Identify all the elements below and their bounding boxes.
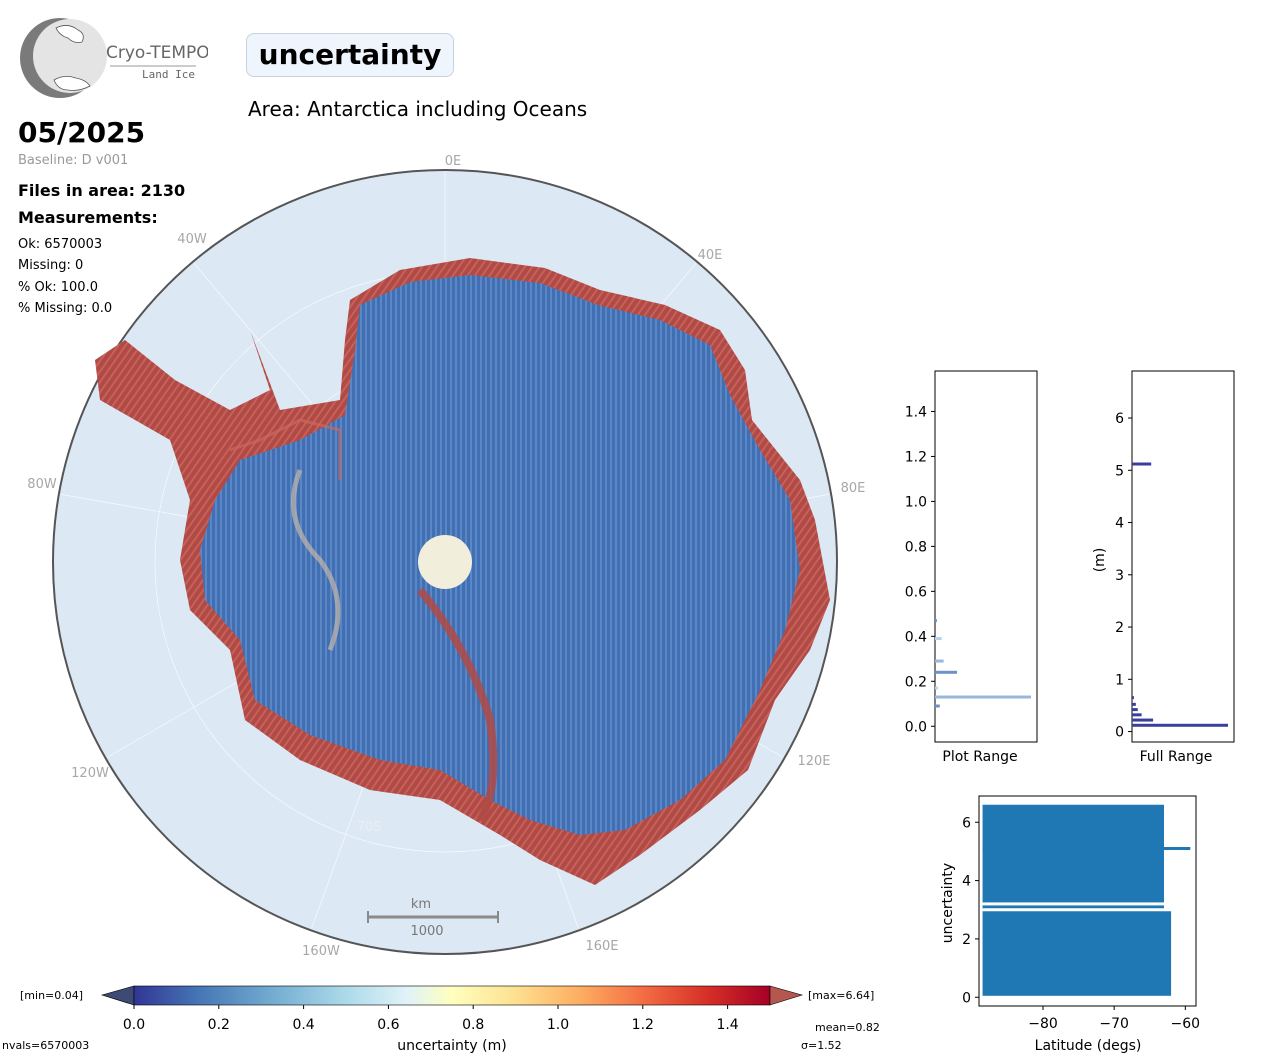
y-tick-label: 5 bbox=[1115, 463, 1124, 479]
colorbar-max: [max=6.64] bbox=[808, 989, 874, 1002]
y-tick-label: 4 bbox=[1115, 516, 1124, 532]
full-range-xlabel: Full Range bbox=[1140, 749, 1213, 765]
area-label: Area: Antarctica including Oceans bbox=[248, 97, 588, 121]
scatter-line bbox=[982, 908, 1175, 912]
colorbar-tick-label: 0.0 bbox=[123, 1017, 145, 1033]
missing-count: Missing: 0 bbox=[18, 258, 84, 273]
y-tick-label: 3 bbox=[1115, 568, 1124, 584]
histogram-bar bbox=[935, 686, 938, 690]
full-range-histogram: 0 1 2 3 4 5 6 Full Range (m) bbox=[1092, 370, 1235, 765]
mean-label: mean=0.82 bbox=[815, 1021, 880, 1034]
colorbar-tick-label: 1.4 bbox=[716, 1017, 738, 1033]
colorbar-tick-label: 1.0 bbox=[547, 1017, 569, 1033]
ice-sheet bbox=[200, 275, 800, 835]
logo-subtitle: Land Ice bbox=[142, 68, 195, 81]
scatter-line bbox=[982, 902, 1175, 906]
colorbar-tick-label: 0.6 bbox=[377, 1017, 399, 1033]
colorbar-tick-label: 0.4 bbox=[292, 1017, 314, 1033]
scatter-point-cloud bbox=[982, 804, 1164, 910]
x-tick-label: −70 bbox=[1099, 1016, 1129, 1032]
y-tick-label: 6 bbox=[962, 815, 971, 831]
y-tick-label: 1.2 bbox=[905, 449, 927, 465]
lon-label: 120W bbox=[71, 766, 109, 781]
histogram-bar bbox=[935, 670, 958, 674]
lon-label: 80W bbox=[27, 477, 57, 492]
colorbar-label: uncertainty (m) bbox=[397, 1038, 506, 1054]
pct-missing: % Missing: 0.0 bbox=[18, 301, 113, 316]
plot-range-xlabel: Plot Range bbox=[942, 749, 1017, 765]
scatter-xlabel: Latitude (degs) bbox=[1035, 1038, 1142, 1054]
histogram-bar bbox=[935, 659, 944, 663]
full-range-ylabel: (m) bbox=[1092, 548, 1108, 573]
y-tick-label: 1.0 bbox=[905, 494, 927, 510]
measurements-heading: Measurements: bbox=[18, 208, 158, 227]
lat-label: 70S bbox=[357, 820, 382, 835]
histogram-bar bbox=[1132, 718, 1154, 722]
scale-bar: km 1000 bbox=[367, 897, 499, 939]
histogram-bar bbox=[935, 619, 937, 623]
colorbar-tick-label: 0.8 bbox=[462, 1017, 484, 1033]
y-tick-label: 4 bbox=[962, 874, 971, 890]
polar-map: 0E 40E 80E 120E 160E 160W 120W 80W 40W 7… bbox=[27, 154, 866, 959]
logo-title: Cryo-TEMPO bbox=[106, 43, 208, 63]
ok-count: Ok: 6570003 bbox=[18, 237, 103, 252]
y-tick-label: 6 bbox=[1115, 411, 1124, 427]
y-tick-label: 2 bbox=[1115, 620, 1124, 636]
x-tick-label: −60 bbox=[1171, 1016, 1201, 1032]
pole-hole bbox=[418, 535, 472, 589]
date-label: 05/2025 bbox=[18, 116, 146, 149]
plot-range-histogram: 0.0 0.2 0.4 0.6 0.8 1.0 1.2 1.4 Plot Range bbox=[905, 370, 1038, 765]
nvals-label: nvals=6570003 bbox=[2, 1039, 89, 1052]
y-tick-label: 0.2 bbox=[905, 674, 927, 690]
histogram-bar bbox=[1132, 723, 1228, 727]
colorbar-tick-label: 1.2 bbox=[632, 1017, 654, 1033]
histogram-bar bbox=[1132, 708, 1138, 712]
scatter-line bbox=[982, 847, 1191, 850]
histogram-bar bbox=[1132, 713, 1142, 717]
scale-value: 1000 bbox=[410, 924, 443, 939]
colorbar-min: [min=0.04] bbox=[20, 989, 83, 1002]
scatter-point-cloud bbox=[982, 909, 1172, 996]
lon-label: 160E bbox=[585, 939, 618, 954]
histogram-bar bbox=[1132, 702, 1136, 706]
y-tick-label: 0.6 bbox=[905, 584, 927, 600]
colorbar: 0.0 0.2 0.4 0.6 0.8 1.0 1.2 1.4 [min=0.04] [max… bbox=[2, 985, 880, 1054]
lon-label: 80E bbox=[841, 481, 866, 496]
histogram-bar bbox=[935, 695, 1031, 699]
y-tick-label: 2 bbox=[962, 932, 971, 948]
histogram-bar bbox=[1132, 462, 1152, 466]
y-tick-label: 0.4 bbox=[905, 629, 927, 645]
baseline-label: Baseline: D v001 bbox=[18, 153, 129, 168]
latitude-scatter: −80 −70 −60 0 2 4 6 Latitude (degs) uncertaint… bbox=[940, 795, 1201, 1054]
y-tick-label: 0 bbox=[1115, 725, 1124, 741]
y-tick-label: 0.8 bbox=[905, 539, 927, 555]
lon-label: 120E bbox=[797, 754, 830, 769]
y-tick-label: 0 bbox=[962, 990, 971, 1006]
variable-title: uncertainty bbox=[246, 33, 454, 77]
scale-unit: km bbox=[411, 897, 431, 912]
colorbar-ticks: 0.0 0.2 0.4 0.6 0.8 1.0 1.2 1.4 bbox=[123, 1005, 739, 1033]
lon-label: 40E bbox=[698, 248, 723, 263]
files-count: Files in area: 2130 bbox=[18, 181, 186, 200]
histogram-bar bbox=[935, 704, 940, 708]
lon-label: 0E bbox=[445, 154, 462, 169]
y-tick-label: 1 bbox=[1115, 672, 1124, 688]
y-tick-label: 1.4 bbox=[905, 404, 927, 420]
colorbar-tick-label: 0.2 bbox=[208, 1017, 230, 1033]
sigma-label: σ=1.52 bbox=[801, 1039, 842, 1052]
pct-ok: % Ok: 100.0 bbox=[18, 280, 98, 295]
histogram-bar bbox=[935, 637, 942, 641]
cryo-tempo-logo: Cryo-TEMPO Land Ice bbox=[20, 18, 208, 98]
lon-label: 40W bbox=[177, 232, 207, 247]
histogram-bar bbox=[1132, 696, 1134, 700]
lon-label: 160W bbox=[302, 944, 340, 959]
scatter-ylabel: uncertainty bbox=[940, 863, 956, 943]
x-tick-label: −80 bbox=[1028, 1016, 1058, 1032]
ice-ridge bbox=[416, 587, 498, 823]
y-tick-label: 0.0 bbox=[905, 719, 927, 735]
